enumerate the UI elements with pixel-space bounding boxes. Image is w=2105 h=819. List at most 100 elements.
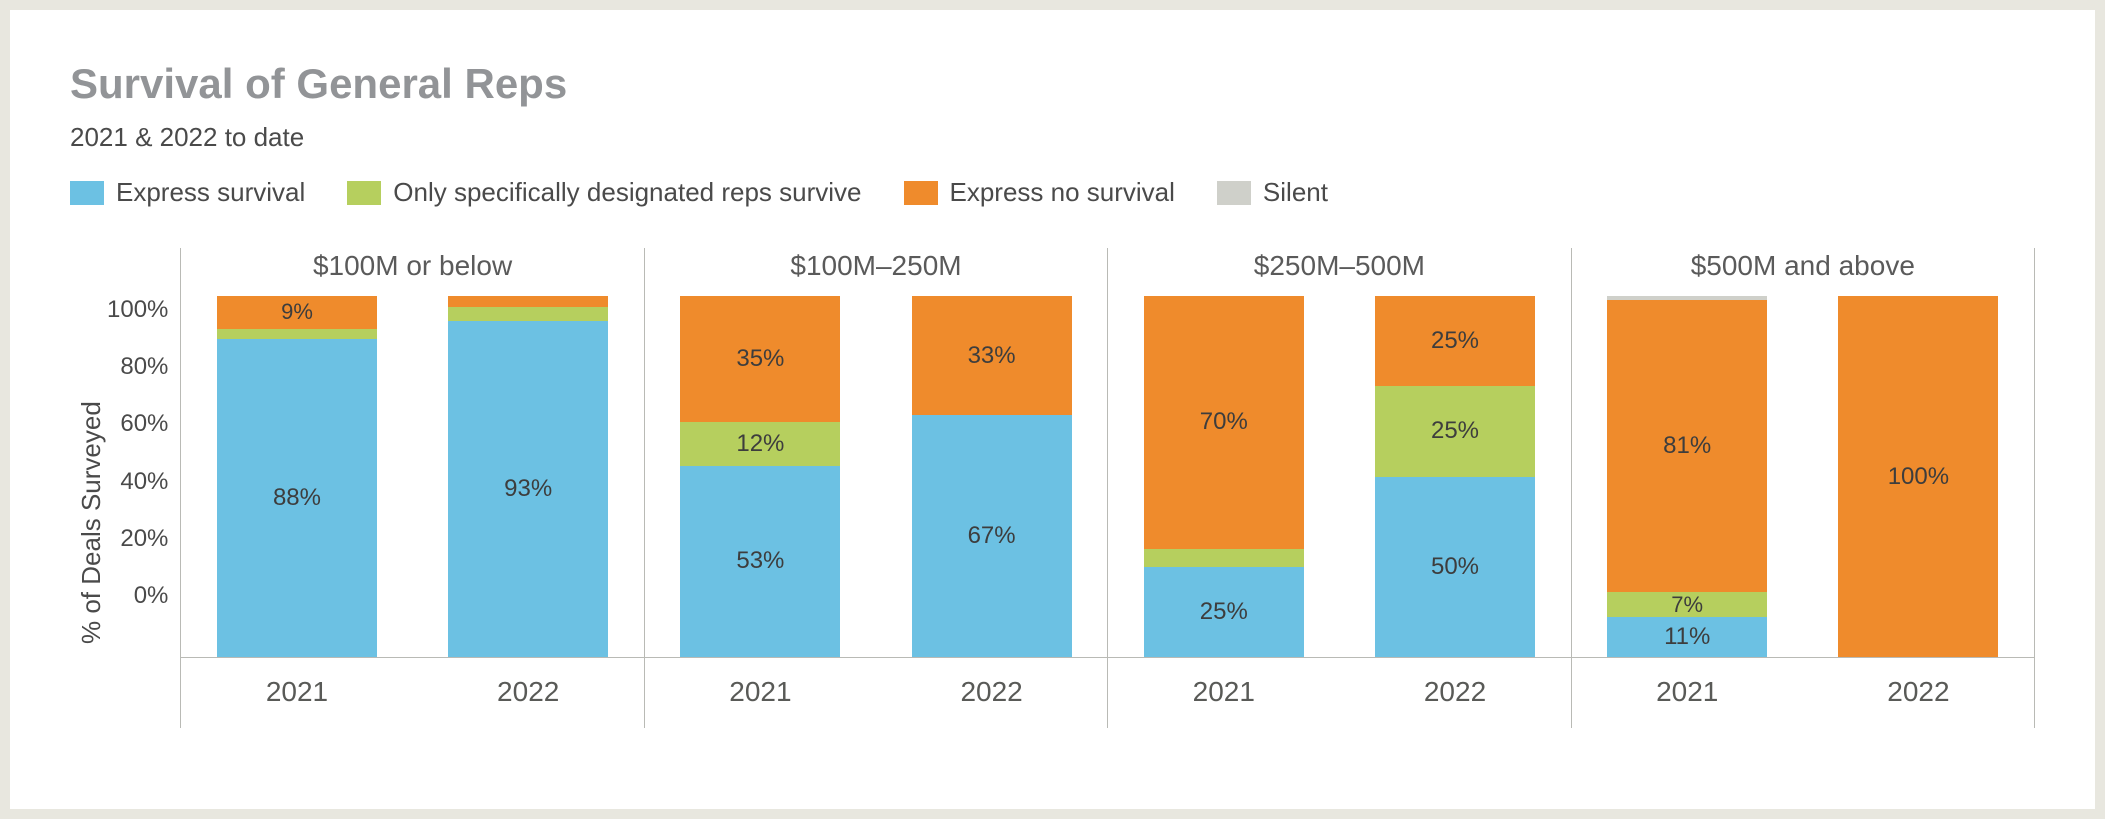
stacked-bar: 33% 67%: [912, 296, 1072, 657]
x-labels: 20212022: [181, 658, 643, 728]
bar-segment-label: 70%: [1200, 408, 1248, 436]
bars-row: 35% 12% 53% 33% 67%: [645, 296, 1107, 658]
stacked-bar: 81% 7% 11%: [1607, 296, 1767, 657]
x-labels: 20212022: [1572, 658, 2034, 728]
x-label: 2021: [1572, 658, 1803, 728]
bar-slot: 93%: [413, 296, 644, 657]
bar-slot: 35% 12% 53%: [645, 296, 876, 657]
bar-segment-designated: 25%: [1375, 386, 1535, 476]
x-label: 2021: [1108, 658, 1339, 728]
bar-segment-label: 50%: [1431, 553, 1479, 581]
panel: $500M and above 81% 7% 11% 100% 20212022: [1571, 248, 2035, 728]
bar-slot: 70% 25%: [1108, 296, 1339, 657]
legend-item: Only specifically designated reps surviv…: [347, 177, 861, 208]
bar-slot: 100%: [1803, 296, 2034, 657]
bar-segment-designated: [448, 307, 608, 321]
bar-segment-express_no_survival: 25%: [1375, 296, 1535, 386]
legend-swatch: [70, 181, 104, 205]
bar-segment-label: 25%: [1200, 598, 1248, 626]
bar-segment-express_no_survival: 81%: [1607, 300, 1767, 592]
bar-segment-label: 81%: [1663, 432, 1711, 460]
bars-row: 70% 25% 25% 25% 50%: [1108, 296, 1570, 658]
bar-segment-label: 12%: [736, 430, 784, 458]
panel: $100M or below 9% 88% 93% 20212022: [180, 248, 643, 728]
x-label: 2022: [413, 658, 644, 728]
y-tick: 80%: [107, 353, 168, 381]
x-labels: 20212022: [1108, 658, 1570, 728]
bar-segment-express_no_survival: 33%: [912, 296, 1072, 415]
bar-segment-express_no_survival: 35%: [680, 296, 840, 422]
panel-title: $100M or below: [181, 248, 643, 296]
bar-segment-label: 88%: [273, 484, 321, 512]
bar-segment-designated: [1144, 549, 1304, 567]
panels: $100M or below9%88%93%20212022$100M–250M…: [180, 248, 2035, 728]
bar-segment-label: 7%: [1671, 592, 1703, 618]
bar-segment-express_no_survival: 9%: [217, 296, 377, 328]
legend: Express survival Only specifically design…: [70, 177, 2035, 208]
legend-label: Express survival: [116, 177, 305, 208]
y-tick: 40%: [107, 468, 168, 496]
panel: $250M–500M 70% 25% 25% 25% 50% 20212022: [1107, 248, 1570, 728]
bar-segment-designated: 12%: [680, 422, 840, 465]
bar-segment-label: 53%: [736, 547, 784, 575]
legend-label: Express no survival: [950, 177, 1175, 208]
y-tick: 20%: [107, 525, 168, 553]
bar-segment-label: 67%: [968, 522, 1016, 550]
legend-swatch: [904, 181, 938, 205]
chart-title: Survival of General Reps: [70, 60, 2035, 108]
x-label: 2022: [1803, 658, 2034, 728]
x-label: 2021: [645, 658, 876, 728]
chart-card: Survival of General Reps 2021 & 2022 to …: [10, 10, 2095, 809]
bar-segment-designated: [217, 329, 377, 340]
panel-title: $500M and above: [1572, 248, 2034, 296]
legend-item: Express survival: [70, 177, 305, 208]
bar-segment-label: 25%: [1431, 417, 1479, 445]
bars-row: 81% 7% 11% 100%: [1572, 296, 2034, 658]
legend-item: Express no survival: [904, 177, 1175, 208]
bar-slot: 9% 88%: [181, 296, 412, 657]
bar-segment-express_survival: 93%: [448, 321, 608, 657]
legend-label: Silent: [1263, 177, 1328, 208]
bar-segment-express_survival: 50%: [1375, 477, 1535, 658]
y-tick: 60%: [107, 410, 168, 438]
legend-swatch: [347, 181, 381, 205]
plot-area: % of Deals Surveyed 100% 80% 60% 40% 20% 0% $…: [70, 248, 2035, 728]
y-tick: 100%: [107, 296, 168, 324]
bar-segment-label: 93%: [504, 475, 552, 503]
bar-segment-express_no_survival: 100%: [1838, 296, 1998, 657]
bar-segment-designated: 7%: [1607, 592, 1767, 617]
bar-segment-express_survival: 53%: [680, 466, 840, 657]
legend-swatch: [1217, 181, 1251, 205]
bar-slot: 81% 7% 11%: [1572, 296, 1803, 657]
legend-item: Silent: [1217, 177, 1328, 208]
x-labels: 20212022: [645, 658, 1107, 728]
bar-segment-label: 35%: [736, 345, 784, 373]
bars-row: 9% 88% 93%: [181, 296, 643, 658]
bar-segment-label: 11%: [1664, 623, 1710, 651]
bar-segment-label: 33%: [968, 342, 1016, 370]
panel-title: $250M–500M: [1108, 248, 1570, 296]
bar-segment-express_no_survival: [448, 296, 608, 307]
stacked-bar: 9% 88%: [217, 296, 377, 657]
y-tick: 0%: [107, 582, 168, 610]
stacked-bar: 93%: [448, 296, 608, 657]
stacked-bar: 100%: [1838, 296, 1998, 657]
bar-segment-express_no_survival: 70%: [1144, 296, 1304, 549]
y-axis-label: % of Deals Surveyed: [70, 248, 107, 728]
bar-slot: 25% 25% 50%: [1339, 296, 1570, 657]
bar-slot: 33% 67%: [876, 296, 1107, 657]
x-label: 2022: [1339, 658, 1570, 728]
x-label: 2022: [876, 658, 1107, 728]
stacked-bar: 70% 25%: [1144, 296, 1304, 657]
stacked-bar: 25% 25% 50%: [1375, 296, 1535, 657]
bar-segment-label: 25%: [1431, 327, 1479, 355]
bar-segment-express_survival: 25%: [1144, 567, 1304, 657]
legend-label: Only specifically designated reps surviv…: [393, 177, 861, 208]
chart-subtitle: 2021 & 2022 to date: [70, 122, 2035, 153]
bar-segment-label: 9%: [281, 299, 313, 325]
bar-segment-express_survival: 88%: [217, 339, 377, 657]
bar-segment-express_survival: 67%: [912, 415, 1072, 657]
bar-segment-label: 100%: [1888, 463, 1949, 491]
bar-segment-express_survival: 11%: [1607, 617, 1767, 657]
panel: $100M–250M35%12%53%33%67%20212022: [644, 248, 1107, 728]
